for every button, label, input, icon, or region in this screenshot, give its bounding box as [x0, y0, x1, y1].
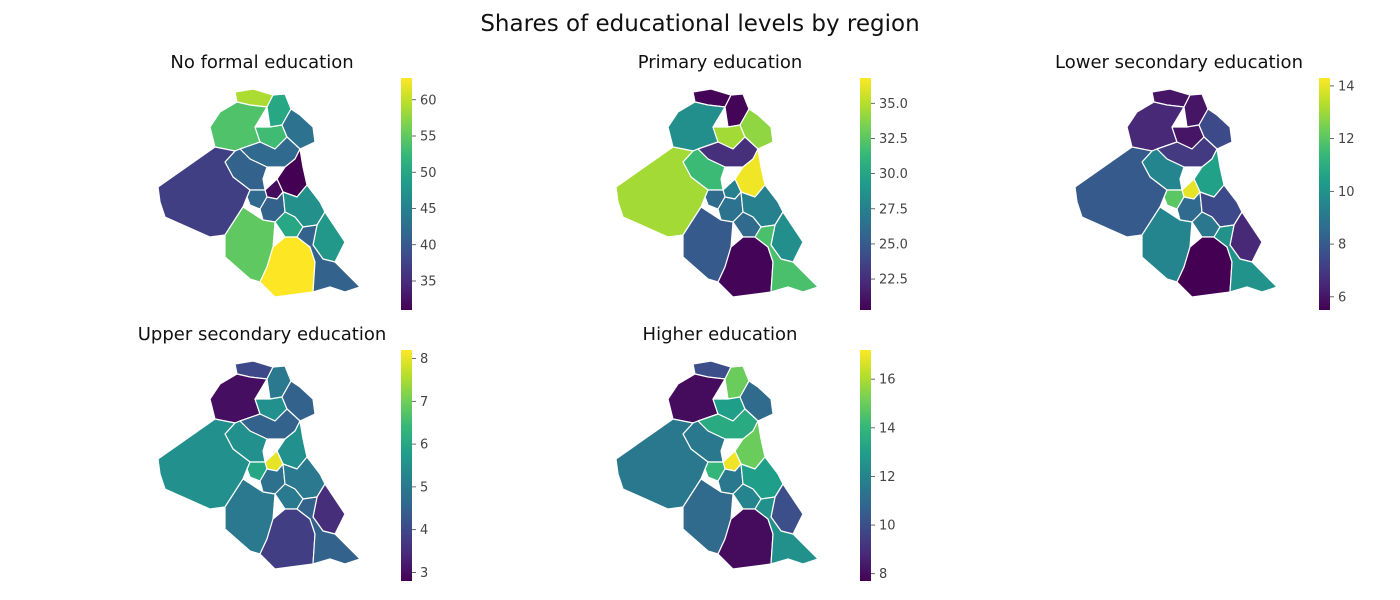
colorbar-tick-label: 8: [879, 567, 887, 582]
colorbar: [860, 350, 871, 581]
choropleth-map: [157, 88, 361, 298]
colorbar-tick-label: 5: [420, 480, 428, 495]
colorbar-tick-label: 30.0: [879, 167, 908, 182]
colorbar-tick-label: 6: [420, 438, 428, 453]
colorbar-tick-label: 12: [879, 470, 896, 485]
choropleth-map: [615, 88, 819, 298]
region-18: [754, 496, 819, 565]
panel-title: Lower secondary education: [1055, 52, 1303, 73]
colorbar-tick-label: 35: [420, 275, 437, 290]
region-11: [1074, 146, 1168, 238]
colorbar-tick-label: 60: [420, 93, 437, 108]
colorbar-tick-label: 4: [420, 523, 428, 538]
region-11: [157, 146, 251, 238]
region-18: [1213, 224, 1278, 293]
colorbar-tick-label: 6: [1338, 290, 1346, 305]
map-panel-2: Primary education 22.5 25.0 27.5 30.0 32.5 35.…: [615, 52, 908, 310]
map-panel-5: Higher education 8 10 12 14 16: [615, 324, 896, 582]
colorbar-tick-label: 55: [420, 130, 437, 145]
colorbar-tick-label: 7: [420, 395, 428, 410]
choropleth-map: [157, 360, 361, 570]
region-11: [157, 418, 251, 510]
figure-title: Shares of educational levels by region: [480, 11, 919, 37]
region-18: [296, 496, 361, 565]
colorbar-tick-label: 12: [1338, 132, 1355, 147]
map-panel-3: Lower secondary education 6 8 10 12 14: [1055, 52, 1355, 310]
colorbar-tick-label: 27.5: [879, 202, 908, 217]
colorbar-tick-label: 50: [420, 166, 437, 181]
region-18: [754, 224, 819, 293]
colorbar: [401, 350, 412, 581]
colorbar-tick-label: 3: [420, 566, 428, 581]
colorbar-tick-label: 45: [420, 202, 437, 217]
map-panel-1: No formal education 35 40 45 50 55 60: [157, 52, 437, 310]
colorbar-tick-label: 32.5: [879, 132, 908, 147]
choropleth-map: [1074, 88, 1278, 298]
colorbar: [860, 78, 871, 310]
colorbar: [1319, 78, 1330, 310]
colorbar-tick-label: 35.0: [879, 97, 908, 112]
panel-title: Upper secondary education: [138, 324, 387, 345]
colorbar-tick-label: 14: [879, 421, 896, 436]
colorbar-tick-label: 25.0: [879, 237, 908, 252]
region-18: [296, 224, 361, 293]
colorbar: [401, 78, 412, 310]
colorbar-tick-label: 8: [420, 352, 428, 367]
colorbar-tick-label: 14: [1338, 79, 1355, 94]
colorbar-tick-label: 10: [1338, 185, 1355, 200]
colorbar-tick-label: 16: [879, 373, 896, 388]
panel-title: Primary education: [638, 52, 803, 73]
colorbar-tick-label: 10: [879, 519, 896, 534]
region-11: [615, 146, 709, 238]
panel-title: Higher education: [643, 324, 798, 345]
choropleth-map: [615, 360, 819, 570]
map-panel-4: Upper secondary education 3 4 5 6 7 8: [138, 324, 428, 581]
colorbar-tick-label: 22.5: [879, 273, 908, 288]
region-11: [615, 418, 709, 510]
panel-title: No formal education: [170, 52, 353, 73]
colorbar-tick-label: 40: [420, 238, 437, 253]
colorbar-tick-label: 8: [1338, 238, 1346, 253]
